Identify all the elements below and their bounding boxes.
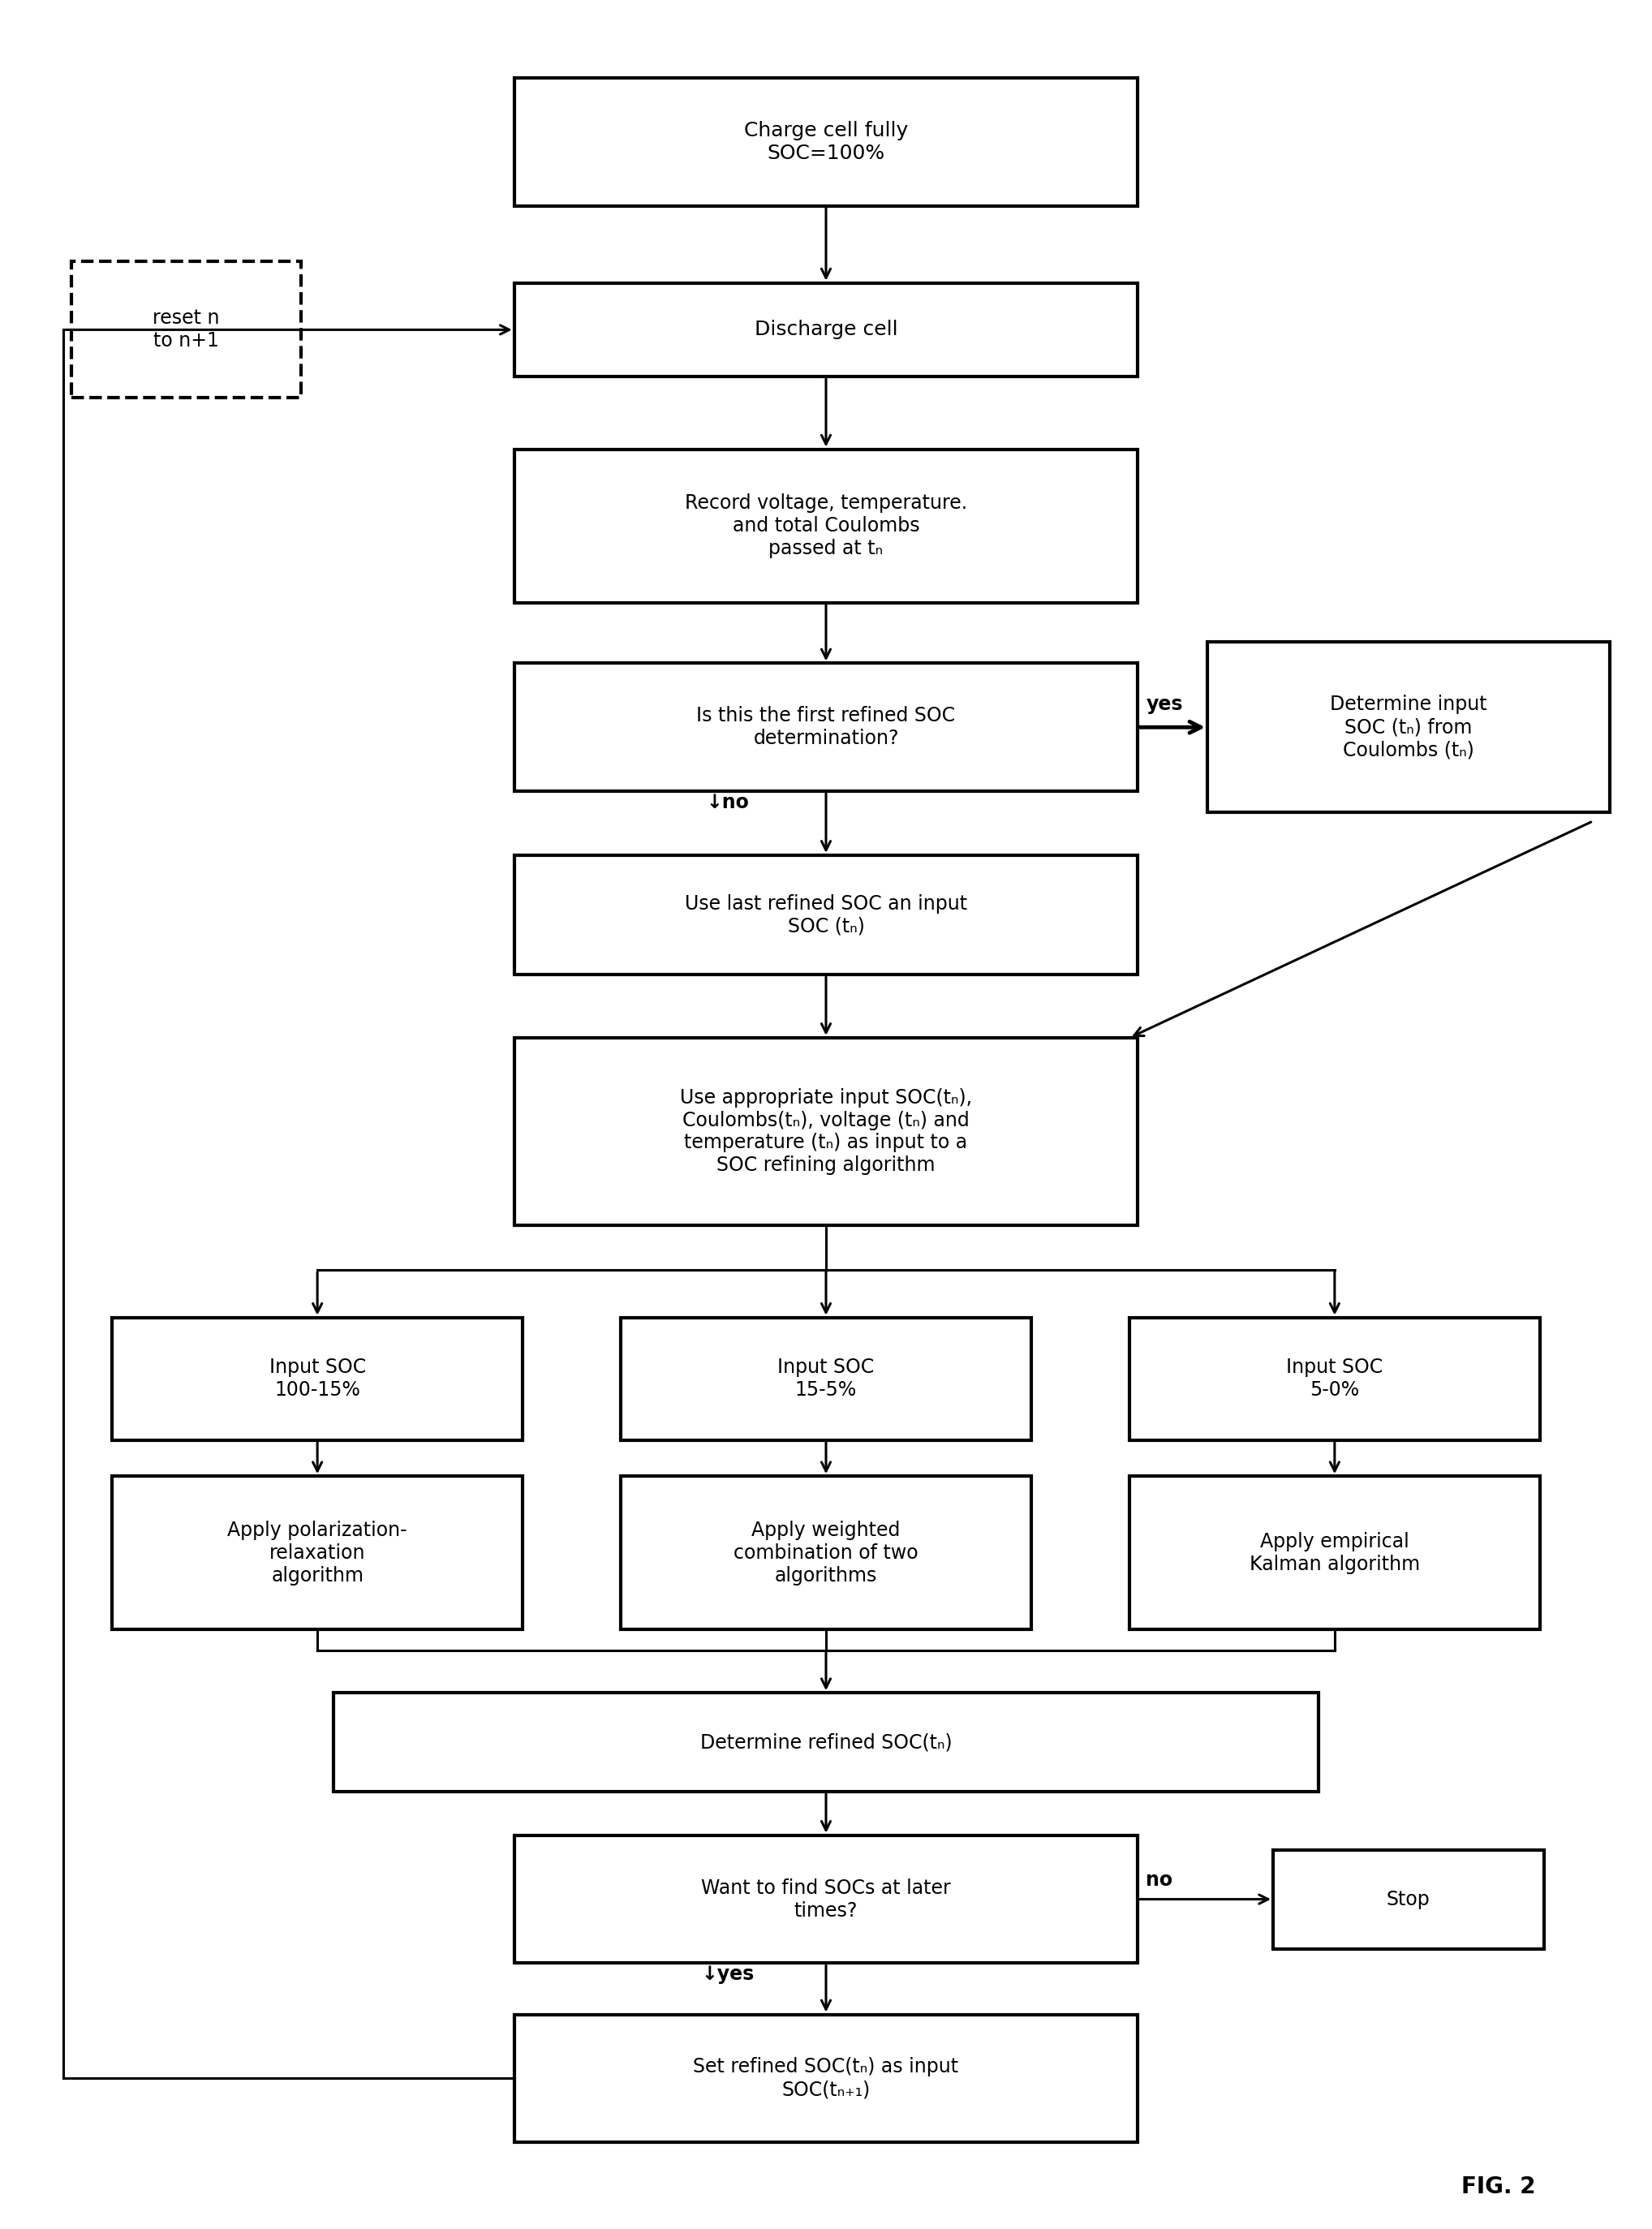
FancyBboxPatch shape xyxy=(514,283,1138,377)
Text: Charge cell fully
SOC=100%: Charge cell fully SOC=100% xyxy=(743,120,909,163)
Text: Want to find SOCs at later
times?: Want to find SOCs at later times? xyxy=(700,1879,952,1919)
Text: Record voltage, temperature.
and total Coulombs
passed at tₙ: Record voltage, temperature. and total C… xyxy=(686,493,966,557)
FancyBboxPatch shape xyxy=(514,1039,1138,1226)
Text: ↓no: ↓no xyxy=(705,794,748,811)
FancyBboxPatch shape xyxy=(1130,1476,1540,1629)
Text: no: no xyxy=(1146,1870,1173,1890)
FancyBboxPatch shape xyxy=(112,1476,522,1629)
FancyBboxPatch shape xyxy=(1208,642,1609,814)
FancyBboxPatch shape xyxy=(514,664,1138,791)
Text: Stop: Stop xyxy=(1386,1890,1431,1908)
FancyBboxPatch shape xyxy=(514,78,1138,205)
Text: reset n
to n+1: reset n to n+1 xyxy=(152,310,220,350)
Text: Is this the first refined SOC
determination?: Is this the first refined SOC determinat… xyxy=(697,707,955,749)
Text: FIG. 2: FIG. 2 xyxy=(1462,2176,1536,2198)
Text: Determine input
SOC (tₙ) from
Coulombs (tₙ): Determine input SOC (tₙ) from Coulombs (… xyxy=(1330,695,1487,760)
Text: Input SOC
5-0%: Input SOC 5-0% xyxy=(1287,1357,1383,1400)
Text: Discharge cell: Discharge cell xyxy=(755,321,897,339)
FancyBboxPatch shape xyxy=(514,450,1138,602)
Text: Input SOC
15-5%: Input SOC 15-5% xyxy=(778,1357,874,1400)
FancyBboxPatch shape xyxy=(514,1834,1138,1964)
Text: Set refined SOC(tₙ) as input
SOC(tₙ₊₁): Set refined SOC(tₙ) as input SOC(tₙ₊₁) xyxy=(694,2057,958,2100)
FancyBboxPatch shape xyxy=(621,1476,1031,1629)
FancyBboxPatch shape xyxy=(1274,1850,1545,1948)
Text: Use last refined SOC an input
SOC (tₙ): Use last refined SOC an input SOC (tₙ) xyxy=(686,894,966,936)
FancyBboxPatch shape xyxy=(1130,1317,1540,1440)
FancyBboxPatch shape xyxy=(514,2015,1138,2142)
FancyBboxPatch shape xyxy=(514,856,1138,974)
Text: yes: yes xyxy=(1146,695,1183,713)
FancyBboxPatch shape xyxy=(71,261,301,399)
FancyBboxPatch shape xyxy=(621,1317,1031,1440)
Text: ↓yes: ↓yes xyxy=(700,1964,753,1984)
Text: Determine refined SOC(tₙ): Determine refined SOC(tₙ) xyxy=(700,1732,952,1752)
Text: Apply weighted
combination of two
algorithms: Apply weighted combination of two algori… xyxy=(733,1520,919,1585)
Text: Use appropriate input SOC(tₙ),
Coulombs(tₙ), voltage (tₙ) and
temperature (tₙ) a: Use appropriate input SOC(tₙ), Coulombs(… xyxy=(681,1088,971,1175)
Text: Apply polarization-
relaxation
algorithm: Apply polarization- relaxation algorithm xyxy=(228,1520,408,1585)
FancyBboxPatch shape xyxy=(334,1692,1318,1792)
Text: Apply empirical
Kalman algorithm: Apply empirical Kalman algorithm xyxy=(1249,1531,1419,1574)
Text: Input SOC
100-15%: Input SOC 100-15% xyxy=(269,1357,365,1400)
FancyBboxPatch shape xyxy=(112,1317,522,1440)
